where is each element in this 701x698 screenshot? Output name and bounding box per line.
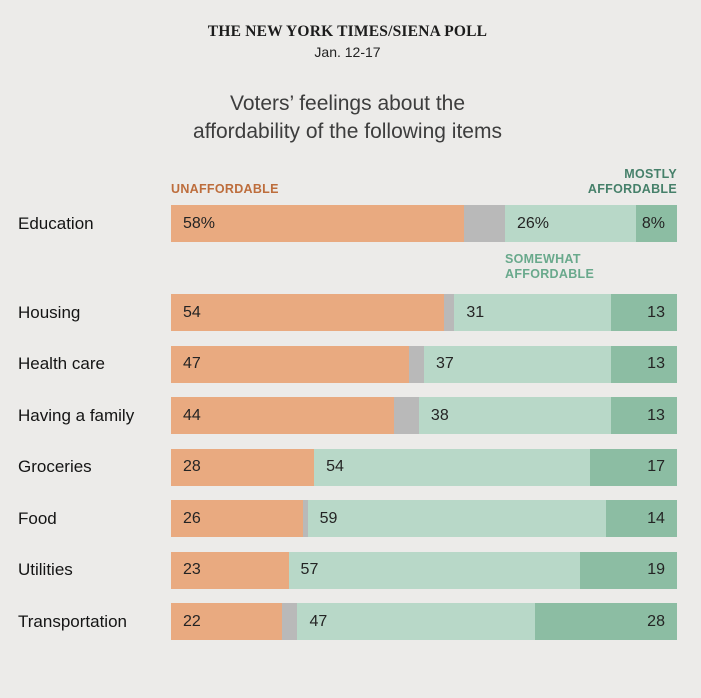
bar-value-label: 38 bbox=[430, 406, 449, 424]
bar-segment-mostly: 17 bbox=[590, 448, 677, 486]
stacked-bar: 54 31 13 bbox=[171, 294, 677, 331]
bar-segment-gray bbox=[444, 294, 455, 331]
bar-value-label: 31 bbox=[466, 303, 485, 321]
bar-value-label: 26 bbox=[183, 509, 201, 527]
bar-segment-unaffordable: 22 bbox=[171, 603, 283, 640]
category-label: Having a family bbox=[18, 405, 135, 425]
category-label: Food bbox=[18, 508, 57, 528]
category-label: Transportation bbox=[18, 611, 127, 631]
bar-segment-unaffordable: 54 bbox=[171, 294, 445, 331]
stacked-bar: 26 59 14 bbox=[171, 500, 677, 537]
bar-value-label: 14 bbox=[647, 509, 665, 527]
legend-somewhat-affordable: SOMEWHAT AFFORDABLE bbox=[505, 252, 595, 281]
bar-value-label: 28 bbox=[647, 612, 665, 630]
bar-segment-unaffordable: 44 bbox=[171, 397, 394, 434]
chart-row: Utilities 23 57 19 bbox=[18, 551, 677, 589]
bar-value-label: 26% bbox=[516, 214, 549, 232]
chart-title: Voters’ feelings about the affordability… bbox=[18, 90, 677, 145]
bar-segment-gray bbox=[282, 603, 298, 640]
bar-value-label: 13 bbox=[647, 406, 665, 424]
bar-segment-mostly: 13 bbox=[611, 345, 677, 383]
bar-segment-unaffordable: 28 bbox=[171, 448, 315, 486]
bar-value-label: 47 bbox=[183, 355, 201, 372]
stacked-bar: 44 38 13 bbox=[171, 397, 677, 434]
stacked-bar: 47 37 13 bbox=[171, 345, 677, 383]
chart-row: Food 26 59 14 bbox=[18, 500, 677, 537]
poll-dates: Jan. 12-17 bbox=[314, 44, 381, 60]
bar-value-label: 58% bbox=[183, 214, 216, 232]
bar-value-label: 8% bbox=[641, 214, 665, 232]
category-label: Groceries bbox=[18, 457, 92, 476]
bar-segment-gray bbox=[393, 397, 419, 434]
category-label: Education bbox=[18, 213, 94, 233]
category-label: Health care bbox=[18, 354, 105, 373]
bar-segment-mostly: 8% bbox=[636, 205, 677, 242]
bar-value-label: 37 bbox=[435, 355, 454, 372]
bar-segment-somewhat: 31 bbox=[454, 294, 612, 331]
bar-segment-gray bbox=[464, 205, 505, 242]
legend-mostly-affordable: MOSTLY AFFORDABLE bbox=[587, 167, 677, 196]
bar-segment-mostly: 13 bbox=[611, 294, 677, 331]
chart-row: Health care 47 37 13 bbox=[18, 345, 677, 383]
bar-value-label: 54 bbox=[183, 303, 201, 321]
bar-segment-gray bbox=[408, 345, 424, 383]
stacked-bar: 22 47 28 bbox=[171, 603, 677, 640]
bar-segment-mostly: 19 bbox=[579, 551, 677, 589]
chart-row: Education 58% 26% 8% bbox=[18, 205, 677, 242]
bar-value-label: 59 bbox=[319, 509, 338, 527]
bar-value-label: 44 bbox=[183, 406, 201, 424]
bar-segment-somewhat: 26% bbox=[504, 205, 637, 242]
poll-source-kicker: THE NEW YORK TIMES/SIENA POLL bbox=[207, 23, 488, 40]
bar-segment-somewhat: 59 bbox=[307, 500, 607, 537]
chart-rows: Education 58% 26% 8% SOMEWHAT AFFORDABLE Housi… bbox=[18, 205, 677, 640]
chart-title-line2: affordability of the following items bbox=[193, 119, 502, 143]
bar-segment-mostly: 28 bbox=[535, 603, 677, 640]
bar-value-label: 13 bbox=[647, 303, 665, 321]
category-label: Utilities bbox=[18, 560, 73, 579]
stacked-bar: 28 54 17 bbox=[171, 448, 677, 486]
chart-row: Having a family 44 38 13 bbox=[18, 397, 677, 434]
somewhat-spacer: SOMEWHAT AFFORDABLE bbox=[18, 242, 677, 294]
legend-row: UNAFFORDABLE MOSTLY AFFORDABLE bbox=[18, 165, 677, 198]
bar-value-label: 17 bbox=[647, 458, 665, 475]
bar-segment-unaffordable: 47 bbox=[171, 345, 409, 383]
bar-segment-somewhat: 54 bbox=[314, 448, 591, 486]
bar-value-label: 28 bbox=[183, 458, 201, 475]
bar-value-label: 19 bbox=[647, 561, 665, 578]
chart-row: Housing 54 31 13 bbox=[18, 294, 677, 331]
bar-segment-somewhat: 38 bbox=[418, 397, 612, 434]
bar-value-label: 22 bbox=[183, 612, 201, 630]
bar-segment-somewhat: 37 bbox=[423, 345, 612, 383]
bar-segment-unaffordable: 23 bbox=[171, 551, 289, 589]
poll-chart-card: THE NEW YORK TIMES/SIENA POLL Jan. 12-17… bbox=[0, 23, 701, 698]
bar-segment-gray bbox=[302, 500, 308, 537]
chart-row: Groceries 28 54 17 bbox=[18, 448, 677, 486]
bar-segment-somewhat: 47 bbox=[297, 603, 536, 640]
stacked-bar: 58% 26% 8% bbox=[171, 205, 677, 242]
bar-segment-mostly: 13 bbox=[611, 397, 677, 434]
bar-segment-somewhat: 57 bbox=[288, 551, 580, 589]
category-label: Housing bbox=[18, 302, 81, 322]
bar-value-label: 57 bbox=[300, 561, 319, 578]
bar-value-label: 23 bbox=[183, 561, 201, 578]
bar-segment-unaffordable: 26 bbox=[171, 500, 303, 537]
bar-value-label: 54 bbox=[326, 458, 344, 475]
stacked-bar: 23 57 19 bbox=[171, 551, 677, 589]
legend-unaffordable: UNAFFORDABLE bbox=[171, 182, 279, 196]
chart-title-line1: Voters’ feelings about the bbox=[229, 92, 466, 115]
bar-segment-mostly: 14 bbox=[606, 500, 677, 537]
chart-row: Transportation 22 47 28 bbox=[18, 603, 677, 640]
bar-segment-unaffordable: 58% bbox=[171, 205, 465, 242]
bar-value-label: 47 bbox=[309, 612, 328, 630]
bar-value-label: 13 bbox=[647, 355, 665, 372]
